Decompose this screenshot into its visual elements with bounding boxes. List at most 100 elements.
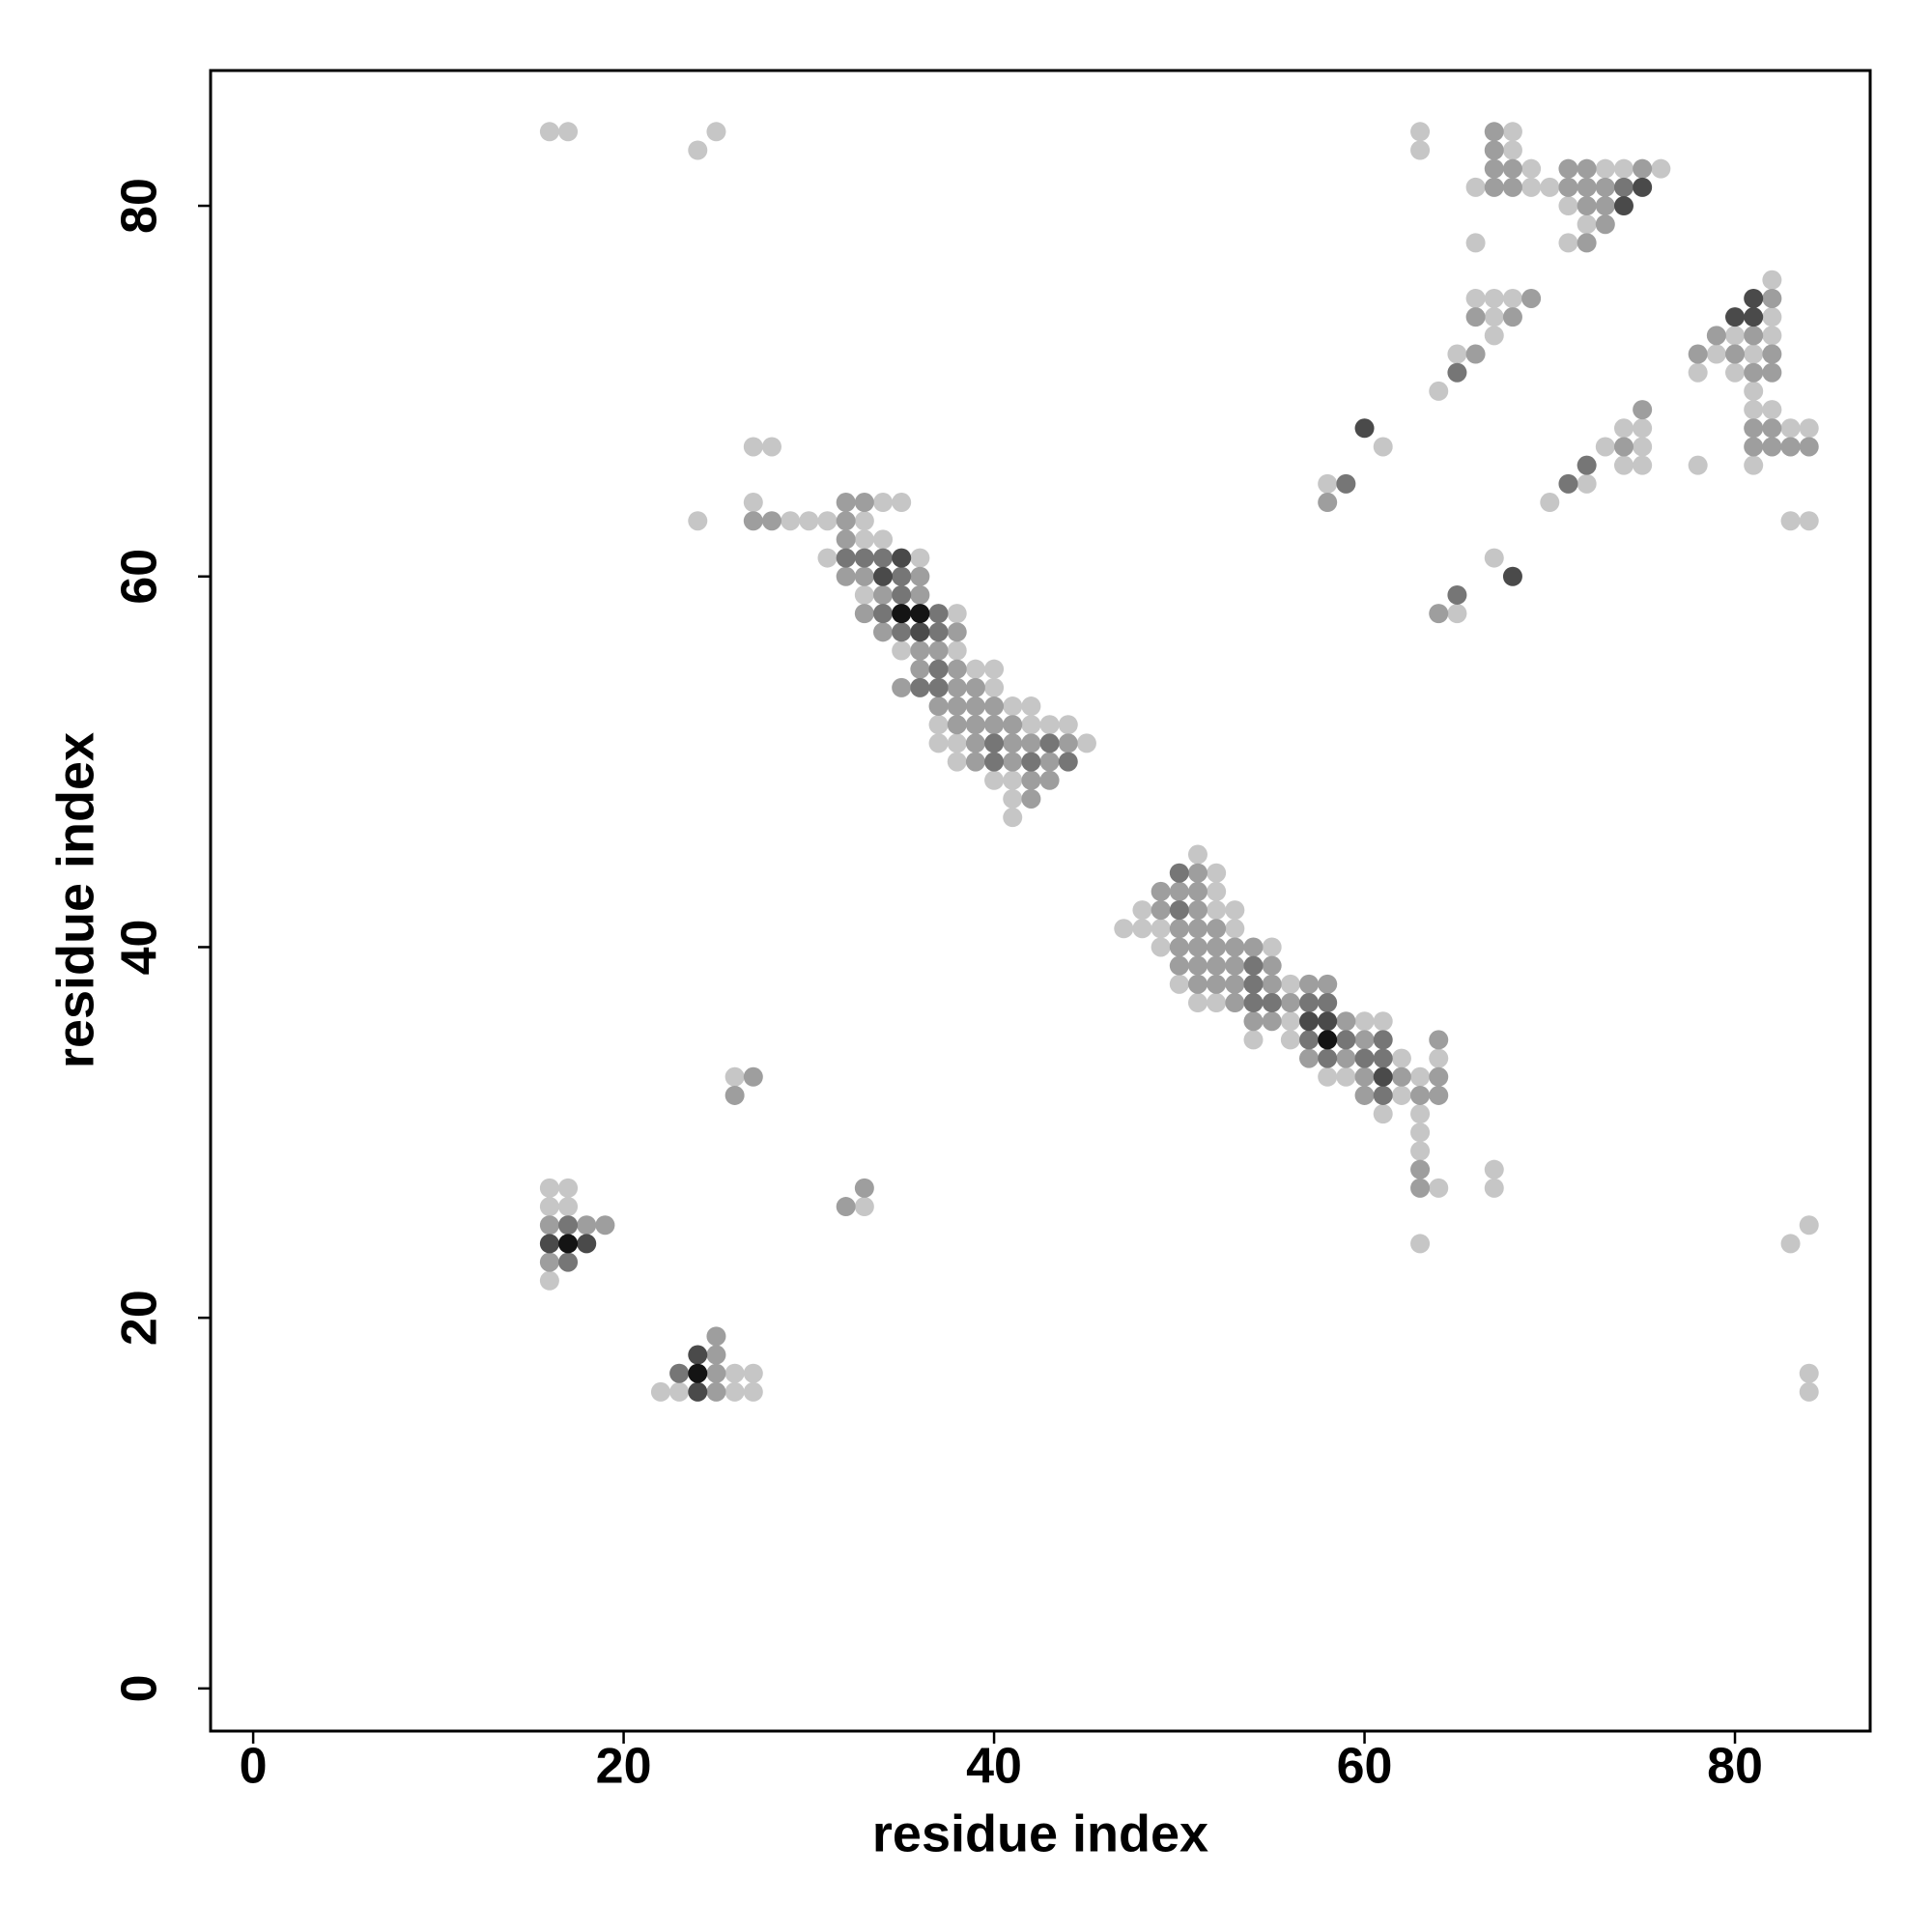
contact-point xyxy=(1484,1178,1504,1198)
contact-point xyxy=(539,1215,559,1236)
contact-point xyxy=(724,1085,745,1105)
contact-point xyxy=(1613,158,1634,179)
contact-point xyxy=(1151,881,1171,901)
contact-point xyxy=(1318,473,1338,494)
contact-point xyxy=(1243,937,1264,957)
contact-point xyxy=(1465,344,1486,364)
contact-point xyxy=(1577,473,1597,494)
x-tick-label: 20 xyxy=(596,1739,652,1795)
contact-point xyxy=(947,677,967,697)
contact-point xyxy=(1151,919,1171,939)
contact-point xyxy=(1429,1066,1449,1087)
contact-point xyxy=(1187,900,1208,921)
contact-point xyxy=(947,604,967,624)
contact-point xyxy=(1780,1234,1801,1254)
contact-point xyxy=(1039,715,1060,735)
contact-point xyxy=(1744,288,1764,308)
contact-point xyxy=(1114,919,1134,939)
contact-point xyxy=(1484,122,1504,142)
contact-point xyxy=(1484,177,1504,197)
x-tick-label: 80 xyxy=(1707,1739,1763,1795)
contact-point xyxy=(965,659,985,679)
contact-point xyxy=(1280,974,1300,994)
contact-point xyxy=(1688,362,1708,383)
contact-point xyxy=(854,529,874,550)
contact-point xyxy=(928,715,949,735)
contact-point xyxy=(1207,955,1227,976)
contact-point xyxy=(1762,418,1782,439)
contact-point xyxy=(761,511,781,531)
contact-point xyxy=(1354,1030,1375,1050)
contact-point xyxy=(688,511,708,531)
contact-point xyxy=(1410,1178,1431,1198)
contact-point xyxy=(1613,196,1634,216)
contact-point xyxy=(1744,381,1764,401)
contact-point xyxy=(1447,362,1467,383)
contact-point xyxy=(928,659,949,679)
contact-point xyxy=(910,640,930,661)
contact-point xyxy=(1021,733,1041,753)
contact-point xyxy=(743,511,763,531)
contact-point xyxy=(688,1363,708,1383)
contact-point xyxy=(577,1215,597,1236)
contact-point xyxy=(577,1234,597,1254)
contact-point xyxy=(1207,863,1227,883)
contact-point xyxy=(1577,196,1597,216)
contact-point xyxy=(854,566,874,586)
contact-point xyxy=(1169,881,1189,901)
contact-point xyxy=(1502,307,1522,327)
contact-point xyxy=(1225,955,1245,976)
contact-point xyxy=(1521,177,1542,197)
contact-point xyxy=(1410,1104,1431,1124)
contact-point xyxy=(984,733,1005,753)
contact-point xyxy=(873,604,894,624)
contact-point xyxy=(1169,863,1189,883)
contact-point xyxy=(854,511,874,531)
contact-point xyxy=(928,733,949,753)
contact-point xyxy=(1688,455,1708,475)
contact-point xyxy=(743,1066,763,1087)
contact-point xyxy=(910,548,930,568)
x-tick-label: 40 xyxy=(966,1739,1022,1795)
contact-point xyxy=(688,1345,708,1365)
contact-point xyxy=(873,622,894,642)
contact-point xyxy=(1521,288,1542,308)
contact-point xyxy=(1058,715,1078,735)
contact-point xyxy=(892,604,912,624)
contact-point xyxy=(1169,900,1189,921)
contact-point xyxy=(724,1066,745,1087)
contact-point xyxy=(1780,511,1801,531)
contact-point xyxy=(1003,733,1023,753)
contact-point xyxy=(706,1363,726,1383)
contact-point xyxy=(984,659,1005,679)
contact-point xyxy=(1373,437,1393,457)
contact-point xyxy=(1465,233,1486,253)
contact-point xyxy=(892,677,912,697)
contact-point xyxy=(1762,270,1782,290)
contact-point xyxy=(836,548,856,568)
contact-point xyxy=(1744,326,1764,346)
contact-point xyxy=(1039,733,1060,753)
contact-point xyxy=(1484,1159,1504,1179)
contact-point xyxy=(1613,455,1634,475)
contact-point xyxy=(1299,1030,1320,1050)
y-axis-title: residue index xyxy=(46,732,104,1068)
contact-point xyxy=(1744,437,1764,457)
contact-point xyxy=(781,511,801,531)
contact-point xyxy=(1391,1066,1411,1087)
contact-point xyxy=(854,584,874,605)
contact-point xyxy=(984,696,1005,717)
contact-point xyxy=(854,1178,874,1198)
contact-point xyxy=(1558,177,1578,197)
contact-point xyxy=(984,752,1005,772)
contact-point xyxy=(817,548,838,568)
contact-point xyxy=(928,696,949,717)
contact-point xyxy=(965,733,985,753)
contact-point xyxy=(1336,473,1356,494)
contact-point xyxy=(873,493,894,513)
contact-point xyxy=(1762,288,1782,308)
contact-point xyxy=(1187,881,1208,901)
contact-point xyxy=(1243,974,1264,994)
contact-point xyxy=(1410,1234,1431,1254)
contact-point xyxy=(1577,177,1597,197)
